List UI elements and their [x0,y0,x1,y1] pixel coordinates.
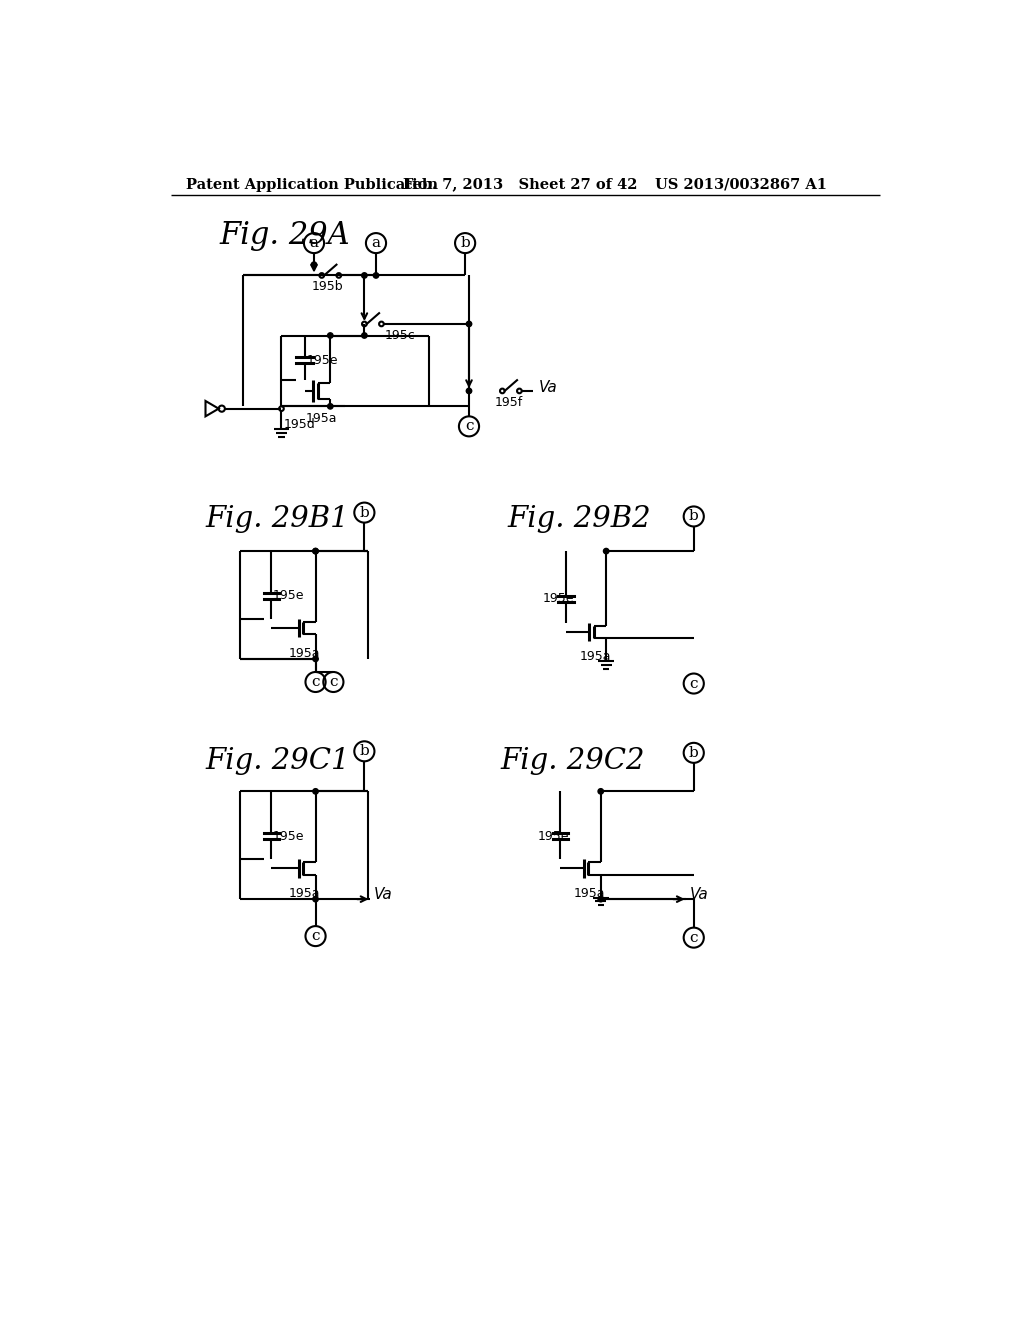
Circle shape [598,896,603,902]
Text: Va: Va [539,380,557,395]
Text: 195a: 195a [289,887,321,900]
Text: 195b: 195b [312,280,344,293]
Circle shape [311,261,316,268]
Circle shape [313,548,318,554]
Circle shape [466,388,472,393]
Text: Va: Va [690,887,709,902]
Text: Fig. 29C2: Fig. 29C2 [500,747,644,775]
Circle shape [313,788,318,795]
Text: Va: Va [374,887,392,902]
Circle shape [313,896,318,902]
Text: b: b [460,236,470,249]
Circle shape [313,656,318,661]
Text: 195f: 195f [495,396,522,409]
Text: 195c: 195c [385,329,416,342]
Circle shape [466,321,472,326]
Text: a: a [372,236,381,249]
Text: b: b [359,744,370,758]
Text: Fig. 29B2: Fig. 29B2 [508,506,651,533]
Text: c: c [311,675,319,689]
Text: US 2013/0032867 A1: US 2013/0032867 A1 [655,178,827,191]
Text: a: a [309,236,318,249]
Text: 195e: 195e [273,829,304,842]
Circle shape [328,404,333,409]
Text: 195a: 195a [289,647,321,660]
Text: 195d: 195d [284,418,315,430]
Text: 195a: 195a [580,651,611,664]
Circle shape [603,548,609,554]
Circle shape [328,333,333,338]
Text: c: c [689,931,698,945]
Text: Feb. 7, 2013   Sheet 27 of 42: Feb. 7, 2013 Sheet 27 of 42 [403,178,638,191]
Text: 195e: 195e [307,354,339,367]
Text: b: b [689,510,698,524]
Text: b: b [689,746,698,760]
Text: b: b [359,506,370,520]
Text: 195a: 195a [574,887,605,900]
Text: 195a: 195a [305,412,337,425]
Circle shape [598,788,603,795]
Circle shape [361,333,367,338]
Text: 195e: 195e [543,593,574,606]
Circle shape [361,273,367,279]
Text: 195e: 195e [273,589,304,602]
Text: c: c [465,420,473,433]
Text: 195e: 195e [538,829,568,842]
Text: c: c [689,677,698,690]
Text: Fig. 29A: Fig. 29A [219,220,350,251]
Text: Fig. 29B1: Fig. 29B1 [206,506,349,533]
Text: c: c [329,675,338,689]
Text: Fig. 29C1: Fig. 29C1 [206,747,350,775]
Circle shape [313,548,318,554]
Circle shape [374,273,379,279]
Text: c: c [311,929,319,942]
Text: Patent Application Publication: Patent Application Publication [186,178,438,191]
